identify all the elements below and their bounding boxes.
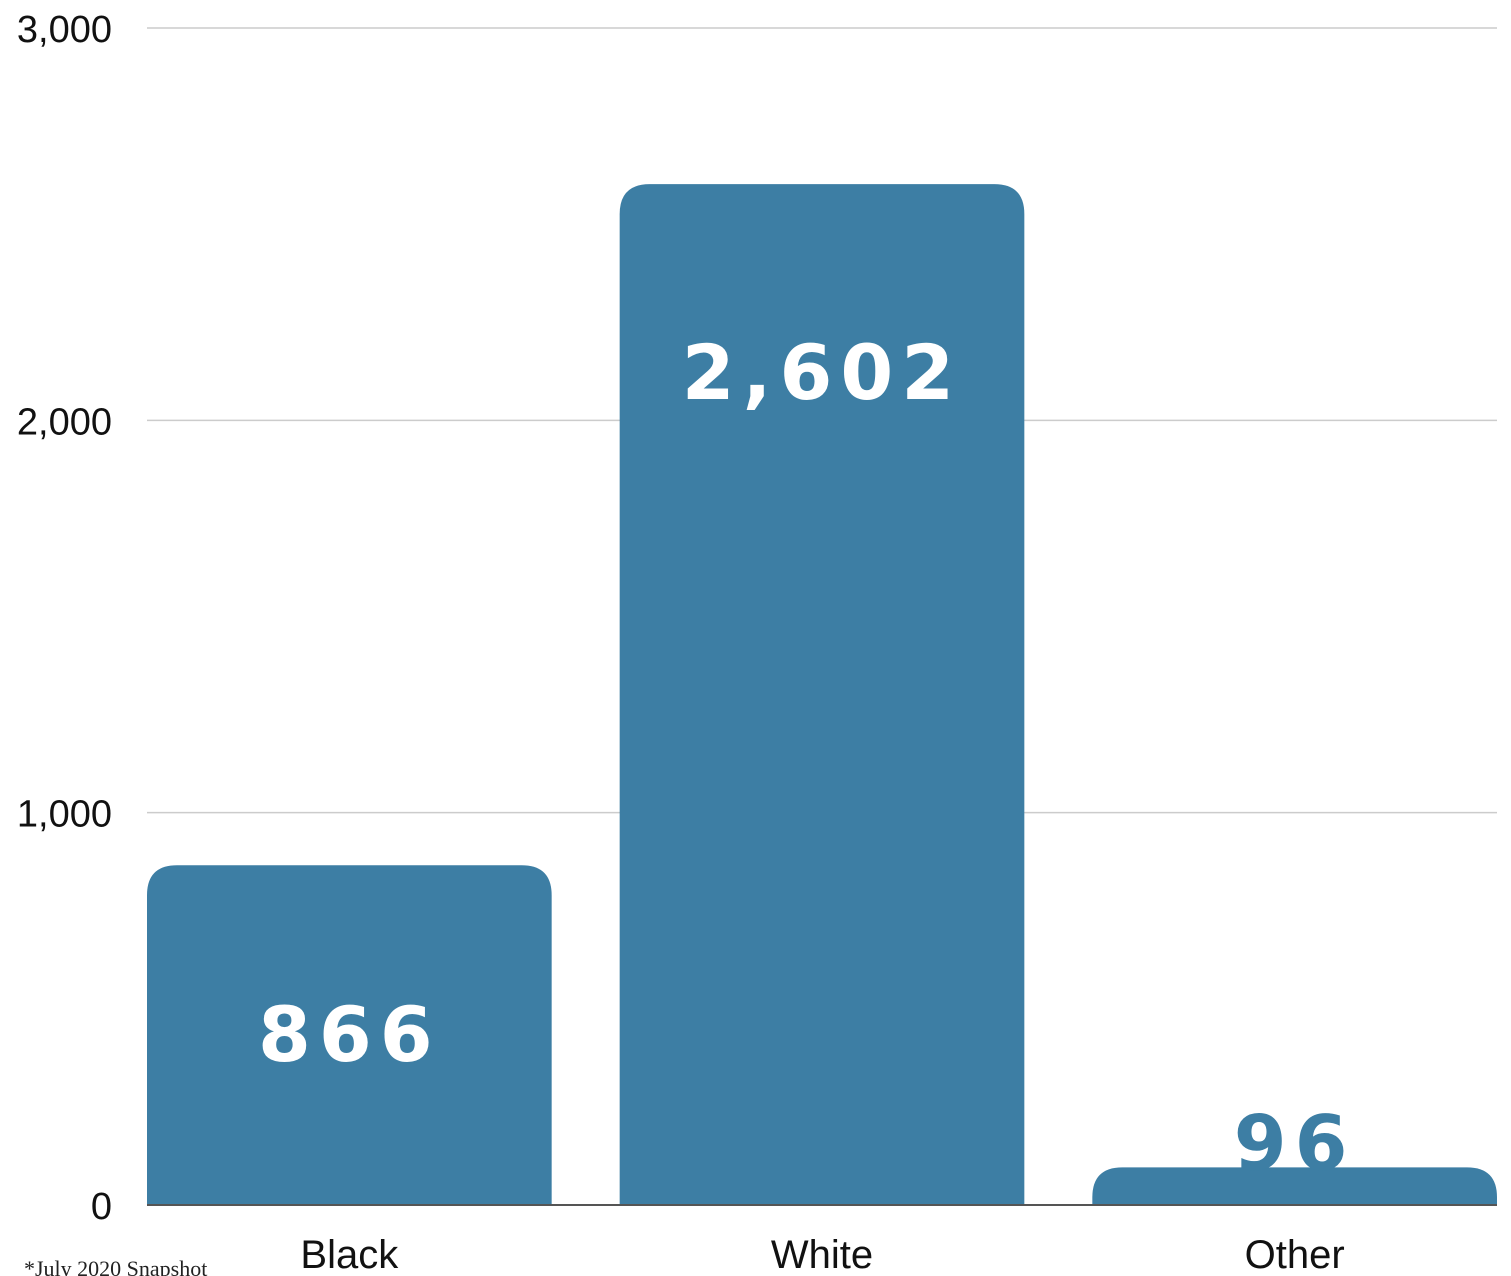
y-tick-label: 2,000 xyxy=(17,401,112,443)
bar-white xyxy=(619,184,1025,1205)
y-tick-label: 1,000 xyxy=(17,794,112,836)
bar-black xyxy=(147,865,552,1205)
y-axis-tick-labels: 0 1,000 2,000 3,000 xyxy=(17,9,112,1228)
data-label: 866 xyxy=(258,990,441,1079)
y-tick-label: 3,000 xyxy=(17,9,112,51)
bars xyxy=(147,184,1497,1205)
data-label: 2,602 xyxy=(682,328,962,417)
data-label: 96 xyxy=(1234,1098,1356,1187)
y-tick-label: 0 xyxy=(91,1186,112,1228)
x-category-label: Black xyxy=(300,1233,399,1276)
x-category-label: Other xyxy=(1245,1233,1345,1276)
x-category-label: White xyxy=(771,1233,873,1276)
x-axis-category-labels: Black White Other xyxy=(300,1233,1344,1276)
bar-other xyxy=(1092,1167,1497,1205)
data-labels: 866 2,602 96 xyxy=(258,328,1356,1187)
footnote: *July 2020 Snapshot xyxy=(24,1256,207,1276)
